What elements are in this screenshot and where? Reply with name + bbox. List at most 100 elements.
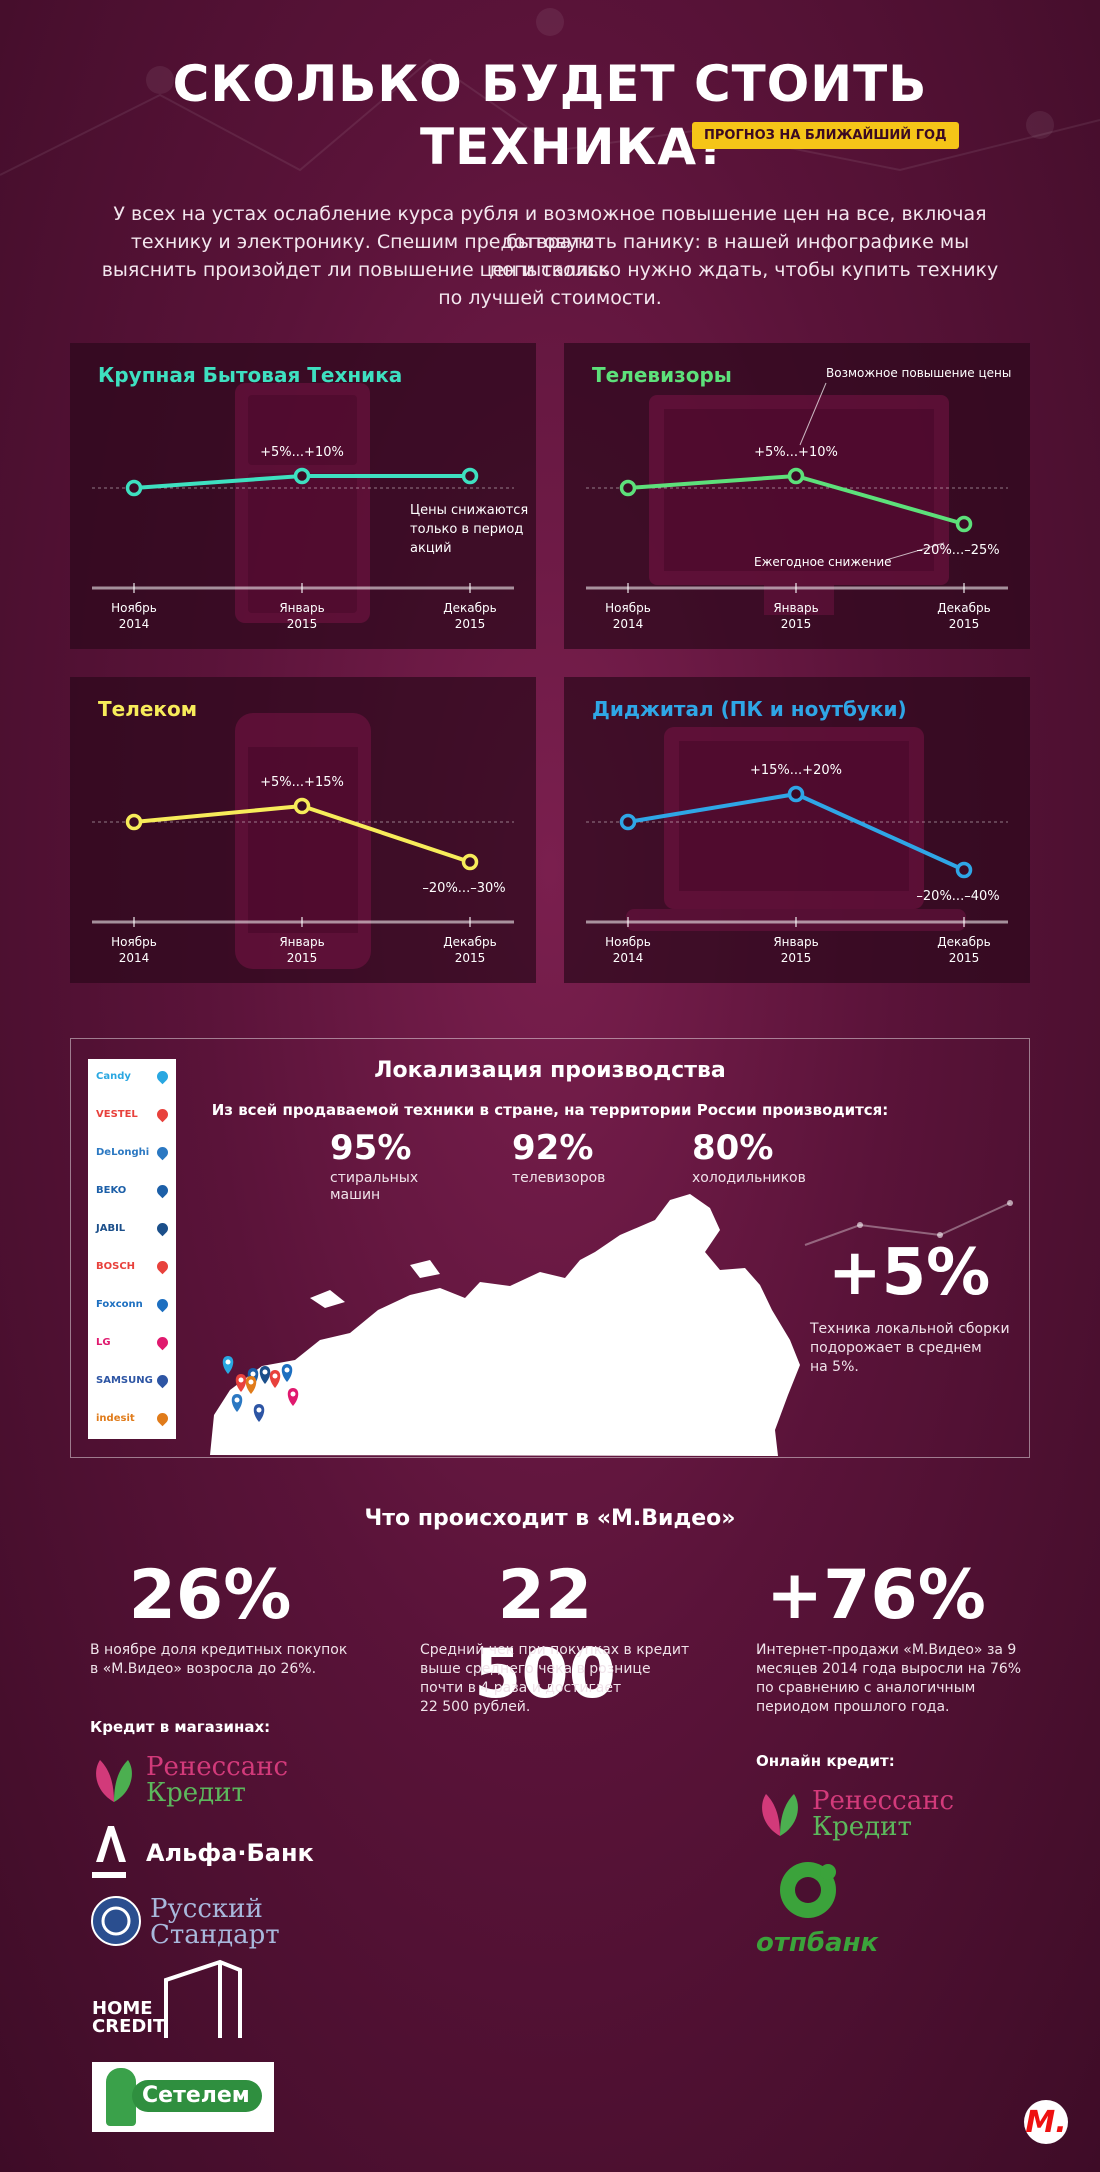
brand-name: JABIL xyxy=(96,1222,126,1234)
russian-standard-logo-icon xyxy=(91,1896,141,1946)
x-tick-label-month: Ноябрь xyxy=(111,601,157,615)
data-label: +5%...+15% xyxy=(260,775,344,790)
x-tick-label-month: Январь xyxy=(279,601,324,615)
credit-in-stores-label: Кредит в магазинах: xyxy=(90,1718,271,1736)
brand-name: LG xyxy=(96,1336,111,1348)
stat-check-text-3: почти в 4 раза и достигает xyxy=(420,1680,622,1696)
chart-telecom: Ноябрь 2014 Январь 2015 +5%...+15% Декабрь 201… xyxy=(92,775,514,965)
data-point xyxy=(461,853,479,871)
alfa-logo-icon xyxy=(92,1826,126,1878)
map-pin-icon xyxy=(154,1334,171,1350)
data-label: –20%...–30% xyxy=(422,881,505,896)
localization-subtitle: Из всей продаваемой техники в стране, на… xyxy=(211,1101,889,1119)
map-pin-icon xyxy=(154,1372,171,1388)
chart-panel-tv: Ноябрь 2014 Январь 2015 +5%...+10% Декабрь 201… xyxy=(564,343,1030,649)
chart-title-appliances: Крупная Бытовая Техника xyxy=(98,363,403,387)
data-point xyxy=(293,797,311,815)
page-title-line2: ТЕХНИКА? xyxy=(420,118,728,176)
growth-text-3: на 5%. xyxy=(810,1359,859,1375)
data-label: –20%...–40% xyxy=(916,889,999,904)
map-pin-icon xyxy=(154,1182,171,1198)
growth-text-1: Техника локальной сборки xyxy=(810,1321,1010,1337)
data-point xyxy=(787,785,805,803)
x-tick-label-year: 2015 xyxy=(781,951,812,965)
otp-bank-name: отпбанк xyxy=(756,1928,879,1958)
data-point xyxy=(955,515,973,533)
alfa-bank-name: Альфа·Банк xyxy=(146,1839,314,1867)
x-tick-label-month: Декабрь xyxy=(443,601,496,615)
brand-name: SAMSUNG xyxy=(96,1374,153,1386)
map-pin-icon xyxy=(154,1410,171,1426)
setelem-pill xyxy=(132,2080,262,2112)
tv-icon xyxy=(649,395,949,615)
renaissance-name-2: Кредит xyxy=(146,1778,246,1808)
stat-washing-label2: машин xyxy=(330,1187,381,1203)
stat-average-check: 22 500 xyxy=(474,1556,616,1714)
brand-name: BEKO xyxy=(96,1184,127,1196)
stat-tv: 92% xyxy=(512,1128,594,1168)
map-pin-icon xyxy=(154,1144,171,1160)
map-pin-dot xyxy=(225,1359,231,1365)
series-line xyxy=(627,791,965,872)
brand-name: Candy xyxy=(96,1070,131,1082)
map-pin-dot xyxy=(256,1407,262,1413)
page-title-line1: СКОЛЬКО БУДЕТ СТОИТЬ xyxy=(172,55,928,113)
renaissance-online-leaf-icon xyxy=(762,1794,798,1836)
map-pin-dot xyxy=(248,1379,254,1385)
brand-name: DeLonghi xyxy=(96,1146,150,1158)
x-tick-label-month: Ноябрь xyxy=(605,935,651,949)
map-pin-dot xyxy=(290,1391,296,1397)
map-pin-icon xyxy=(235,1374,247,1392)
chart-panel-digital: Ноябрь 2014 Январь 2015 +15%...+20% Декабрь 20… xyxy=(564,677,1030,983)
map-pin-dot xyxy=(284,1367,290,1373)
chart-title-telecom: Телеком xyxy=(98,697,198,721)
brand-item: indesit xyxy=(96,1407,171,1429)
setelem-name: Сетелем xyxy=(142,2083,250,2108)
chart-title-tv: Телевизоры xyxy=(592,363,732,387)
annotation: Возможное повышение цены xyxy=(826,366,1011,380)
renaissance-online-name-1: Ренессанс xyxy=(812,1786,955,1816)
data-label: –20%...–25% xyxy=(916,543,999,558)
mvideo-logo: М. xyxy=(1024,2100,1068,2144)
x-tick-label-month: Декабрь xyxy=(937,935,990,949)
data-point xyxy=(125,479,143,497)
chart-appliances: Ноябрь 2014 Январь 2015 +5%...+10% Декабрь 201… xyxy=(92,445,528,631)
x-tick-label-year: 2015 xyxy=(949,951,980,965)
map-pin-icon xyxy=(245,1376,257,1394)
x-tick-label-month: Январь xyxy=(773,935,818,949)
laptop-icon xyxy=(626,727,966,931)
x-tick-label-year: 2015 xyxy=(781,617,812,631)
map-pin-icon xyxy=(154,1220,171,1236)
data-point xyxy=(293,467,311,485)
home-credit-building-icon xyxy=(164,1959,242,2038)
phone-icon xyxy=(235,713,371,969)
brand-item: BEKO xyxy=(96,1179,171,1201)
intro-line-4: по лучшей стоимости. xyxy=(438,287,662,309)
data-label: +5%...+10% xyxy=(754,445,838,460)
annotation: Ежегодное снижение xyxy=(754,555,892,569)
stat-online-text-1: Интернет-продажи «М.Видео» за 9 xyxy=(756,1642,1017,1658)
x-tick-label-year: 2015 xyxy=(455,617,486,631)
brand-item: VESTEL xyxy=(96,1103,171,1125)
map-pin-dot xyxy=(234,1397,240,1403)
brand-name: VESTEL xyxy=(96,1108,138,1120)
brand-item: BOSCH xyxy=(96,1255,171,1277)
stat-tv-label1: телевизоров xyxy=(512,1170,606,1186)
data-point xyxy=(461,467,479,485)
otp-logo-icon xyxy=(780,1862,836,1918)
chart-panel-telecom: Ноябрь 2014 Январь 2015 +5%...+15% Декабрь 201… xyxy=(70,677,536,983)
growth-value: +5% xyxy=(828,1236,991,1310)
intro-line-2: технику и электронику. Спешим предотврат… xyxy=(130,231,970,281)
stat-online-text-2: месяцев 2014 года выросли на 76% xyxy=(756,1661,1022,1677)
stat-check-text-4: 22 500 рублей. xyxy=(420,1699,531,1715)
russian-standard-name-2: Стандарт xyxy=(150,1920,280,1950)
stat-credit-share: 26% xyxy=(128,1556,292,1635)
annotation: Цены снижаются xyxy=(410,503,528,518)
x-tick-label-year: 2015 xyxy=(949,617,980,631)
stat-credit-text-1: В ноябре доля кредитных покупок xyxy=(90,1642,348,1658)
home-credit-name-2: CREDIT xyxy=(92,2016,166,2037)
brand-item: JABIL xyxy=(96,1217,171,1239)
brand-item: SAMSUNG xyxy=(96,1369,171,1391)
renaissance-leaf-icon xyxy=(96,1760,132,1802)
